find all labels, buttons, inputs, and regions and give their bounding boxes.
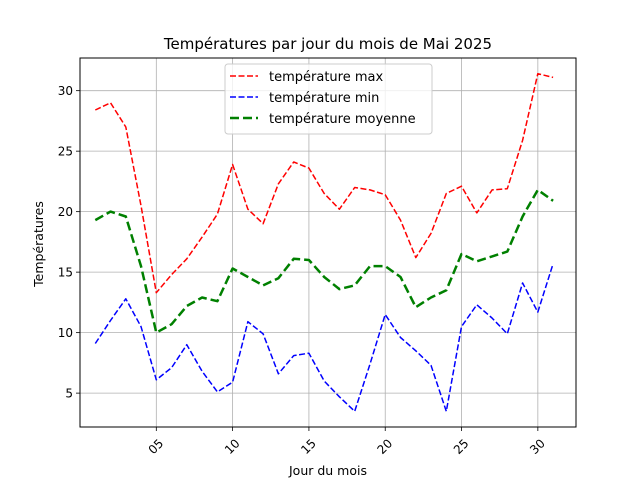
legend-label-2: température min — [269, 91, 379, 106]
chart-title: Températures par jour du mois de Mai 202… — [163, 35, 492, 53]
legend-label-3: température moyenne — [269, 112, 416, 127]
series-line-1 — [94, 72, 554, 294]
y-axis-ticks: 5 10 15 20 25 30 — [58, 84, 80, 401]
plot-area-frame — [79, 57, 577, 428]
series-line-3 — [94, 188, 554, 334]
legend-label-1: température max — [269, 70, 383, 85]
legend: température max température min températur… — [224, 63, 433, 135]
series-lines — [94, 72, 554, 413]
y-tick-label-5: 5 — [65, 387, 73, 401]
y-tick-label-30: 30 — [58, 84, 73, 98]
legend-box — [224, 63, 433, 135]
y-tick-label-15: 15 — [58, 266, 73, 280]
y-tick-label-20: 20 — [58, 205, 73, 219]
x-axis-label: Jour du mois — [288, 463, 367, 478]
y-tick-label-10: 10 — [58, 326, 73, 340]
y-tick-label-25: 25 — [58, 145, 73, 159]
y-axis-label: Températures — [31, 201, 46, 288]
